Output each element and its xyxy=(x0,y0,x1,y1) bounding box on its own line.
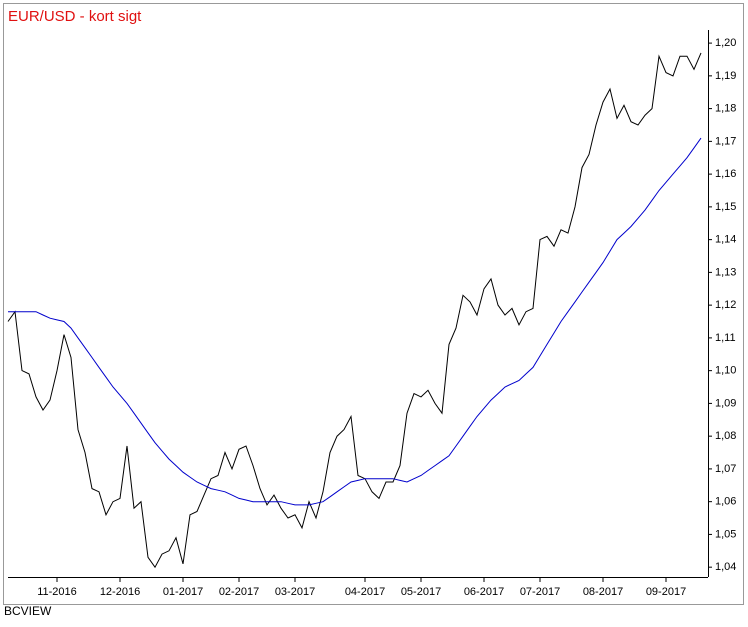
source: BCVIEW xyxy=(4,604,52,618)
x-tick-label: 01-2017 xyxy=(163,586,203,598)
series-line xyxy=(8,137,702,506)
x-tick-label: 11-2016 xyxy=(37,586,77,598)
x-tick-label: 07-2017 xyxy=(520,586,560,598)
y-tick-label: 1,12 xyxy=(715,299,736,311)
x-tick-label: 09-2017 xyxy=(646,586,686,598)
frame xyxy=(3,3,744,605)
y-tick-label: 1,19 xyxy=(715,70,736,82)
y-tick-label: 1,15 xyxy=(715,201,736,213)
x-tick-label: 05-2017 xyxy=(401,586,441,598)
x-tick-label: 08-2017 xyxy=(583,586,623,598)
y-tick-label: 1,14 xyxy=(715,234,736,246)
y-tick-label: 1,16 xyxy=(715,168,736,180)
y-tick-label: 1,10 xyxy=(715,365,736,377)
y-tick-label: 1,09 xyxy=(715,397,736,409)
x-tick-label: 02-2017 xyxy=(219,586,259,598)
x-tick-label: 03-2017 xyxy=(275,586,315,598)
x-tick-label: 12-2016 xyxy=(100,586,140,598)
y-tick-label: 1,05 xyxy=(715,528,736,540)
chart-title: EUR/USD - kort sigt xyxy=(8,8,142,25)
series-line xyxy=(7,52,702,569)
y-tick-label: 1,17 xyxy=(715,135,736,147)
y-tick-label: 1,11 xyxy=(715,332,736,344)
y-tick-label: 1,04 xyxy=(715,561,736,573)
y-tick-label: 1,06 xyxy=(715,496,736,508)
x-tick-label: 06-2017 xyxy=(464,586,504,598)
y-tick-label: 1,20 xyxy=(715,37,736,49)
y-tick-label: 1,07 xyxy=(715,463,736,475)
y-tick-label: 1,13 xyxy=(715,266,736,278)
y-tick-label: 1,18 xyxy=(715,103,736,115)
y-tick-label: 1,08 xyxy=(715,430,736,442)
x-tick-label: 04-2017 xyxy=(345,586,385,598)
